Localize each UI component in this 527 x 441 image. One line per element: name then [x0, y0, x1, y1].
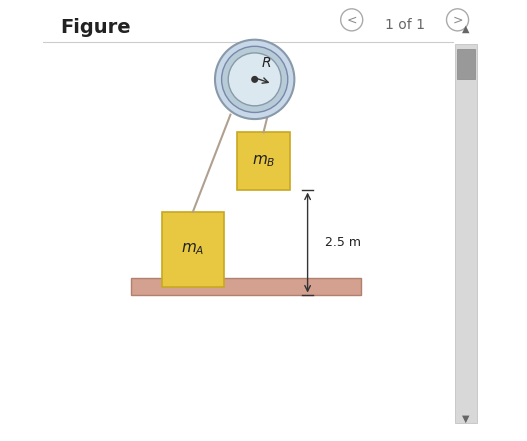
Circle shape — [222, 46, 288, 112]
FancyBboxPatch shape — [237, 132, 290, 190]
Text: Figure: Figure — [61, 18, 131, 37]
FancyBboxPatch shape — [131, 278, 360, 295]
Text: $m_B$: $m_B$ — [252, 153, 275, 169]
Text: >: > — [452, 13, 463, 26]
Text: 1 of 1: 1 of 1 — [385, 18, 425, 32]
Text: ▼: ▼ — [462, 414, 470, 424]
FancyBboxPatch shape — [457, 49, 475, 79]
Circle shape — [251, 76, 258, 83]
FancyBboxPatch shape — [455, 44, 476, 423]
Circle shape — [228, 53, 281, 106]
FancyBboxPatch shape — [162, 212, 224, 287]
Circle shape — [215, 40, 295, 119]
Text: ▲: ▲ — [462, 24, 470, 34]
Text: 2.5 m: 2.5 m — [325, 236, 361, 249]
Text: <: < — [346, 13, 357, 26]
Text: $m_A$: $m_A$ — [181, 241, 204, 257]
Text: R: R — [261, 56, 271, 70]
